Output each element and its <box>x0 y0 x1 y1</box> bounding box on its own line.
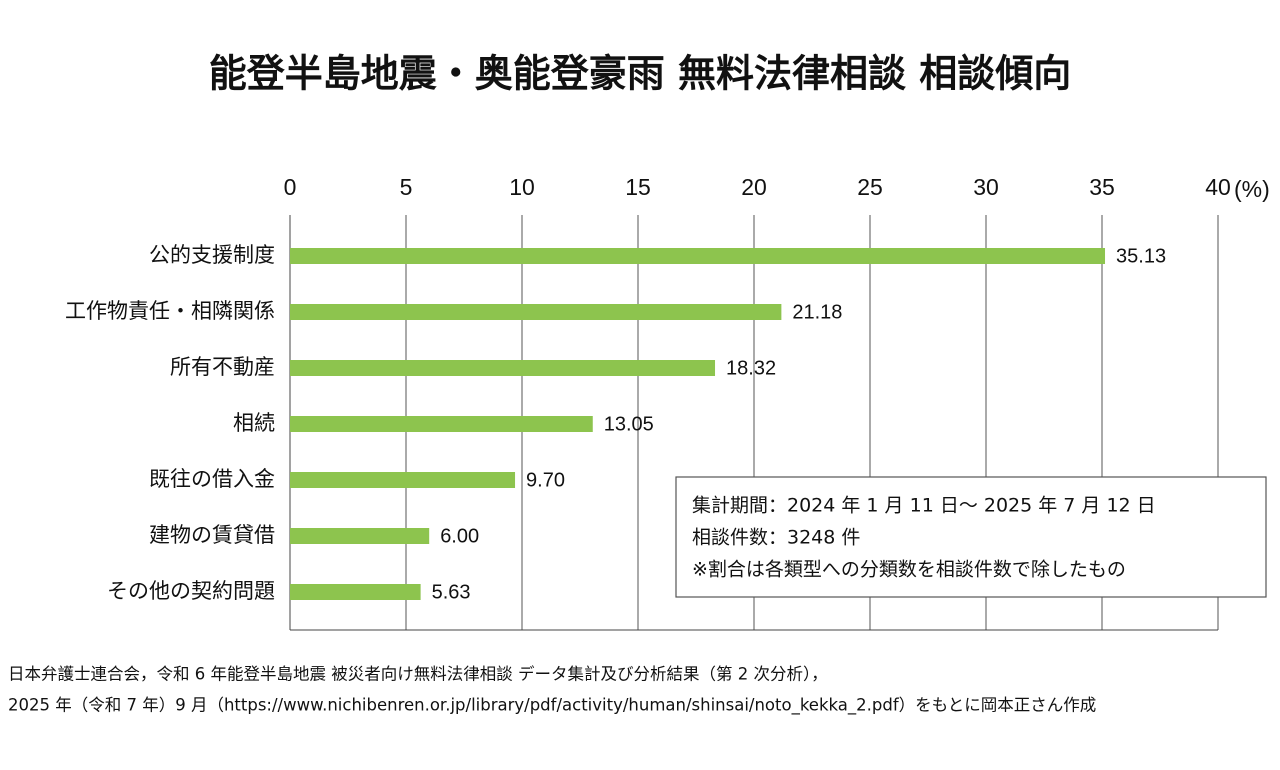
bar <box>290 584 421 600</box>
data-label: 9.70 <box>526 469 565 491</box>
y-tick-label: 公的支援制度 <box>149 243 275 267</box>
data-label: 21.18 <box>792 301 842 323</box>
bar <box>290 360 716 376</box>
bar <box>290 416 593 432</box>
x-tick-label: 20 <box>741 174 767 200</box>
bar <box>290 304 782 320</box>
x-tick-label: 0 <box>284 174 297 200</box>
chart-title: 能登半島地震・奥能登豪雨 無料法律相談 相談傾向 <box>209 52 1071 96</box>
source: 日本弁護士連合会，令和 6 年能登半島地震 被災者向け無料法律相談 データ集計及… <box>8 664 828 684</box>
x-tick-label: 10 <box>509 174 535 200</box>
y-tick-label: 所有不動産 <box>170 355 275 379</box>
y-tick-label: 建物の賃貸借 <box>149 523 275 547</box>
data-label: 13.05 <box>604 413 654 435</box>
data-label: 18.32 <box>726 357 776 379</box>
x-tick-label: 15 <box>625 174 651 200</box>
x-tick-label: 40 <box>1205 174 1231 200</box>
y-tick-label: 工作物責任・相隣関係 <box>65 299 275 323</box>
y-tick-label: その他の契約問題 <box>107 579 275 603</box>
data-label: 35.13 <box>1116 245 1166 267</box>
data-label: 6.00 <box>440 525 479 547</box>
x-unit: (%) <box>1234 176 1270 202</box>
data-label: 5.63 <box>432 581 471 603</box>
x-tick-label: 25 <box>857 174 883 200</box>
y-tick-label: 相続 <box>233 411 275 435</box>
bar <box>290 248 1106 264</box>
x-tick-label: 5 <box>400 174 413 200</box>
bar <box>290 472 516 488</box>
annotation-box <box>675 476 1267 598</box>
annotation: 相談件数：3248 件 <box>692 527 860 549</box>
annotation: 集計期間：2024 年 1 月 11 日～ 2025 年 7 月 12 日 <box>692 495 1156 517</box>
y-tick-label: 既往の借入金 <box>149 467 275 491</box>
x-tick-label: 35 <box>1089 174 1115 200</box>
x-tick-label: 30 <box>973 174 999 200</box>
annotation: ※割合は各類型への分類数を相談件数で除したもの <box>692 559 1126 581</box>
source: 2025 年（令和 7 年）9 月（https://www.nichibenre… <box>8 696 1096 716</box>
bar <box>290 528 430 544</box>
